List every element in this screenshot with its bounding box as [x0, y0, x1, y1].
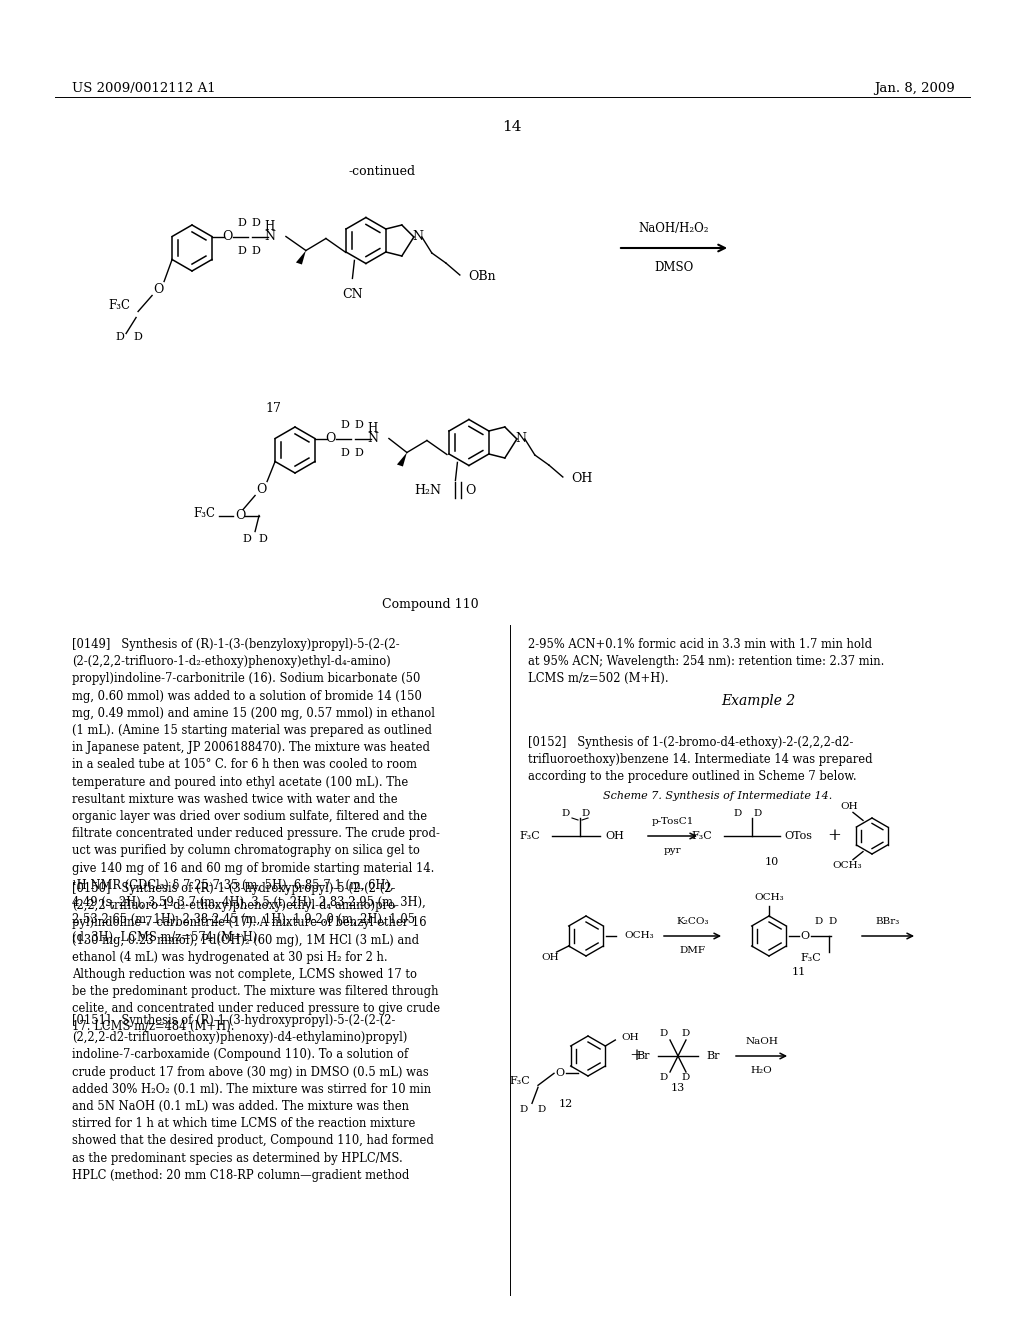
Text: D: D [734, 809, 742, 818]
Text: D: D [252, 246, 260, 256]
Text: F₃C: F₃C [109, 300, 130, 312]
Text: OH: OH [570, 473, 592, 486]
Text: DMF: DMF [680, 946, 706, 954]
Text: F₃C: F₃C [691, 832, 712, 841]
Text: H: H [368, 422, 378, 436]
Text: D: D [754, 809, 762, 818]
Text: D: D [659, 1073, 668, 1082]
Text: [0150]   Synthesis of (R)-1-(3-hydroxypropyl)-5-(2-(2-(2-
(2,2,2-trifluoro-1-d₂-: [0150] Synthesis of (R)-1-(3-hydroxyprop… [72, 882, 440, 1032]
Text: [0151]   Synthesis of (R)-1-(3-hydroxypropyl)-5-(2-(2-(2-
(2,2,2-d2-trifluoroeth: [0151] Synthesis of (R)-1-(3-hydroxyprop… [72, 1014, 434, 1181]
Text: +: + [629, 1048, 643, 1064]
Text: D: D [815, 917, 823, 927]
Text: F₃C: F₃C [194, 507, 215, 520]
Text: D: D [134, 333, 142, 342]
Text: D: D [682, 1073, 690, 1082]
Text: O: O [466, 484, 476, 496]
Text: D: D [116, 333, 125, 342]
Polygon shape [296, 251, 306, 264]
Text: F₃C: F₃C [519, 832, 540, 841]
Text: NaOH/H₂O₂: NaOH/H₂O₂ [639, 222, 710, 235]
Text: N: N [413, 231, 423, 243]
Text: O: O [223, 230, 233, 243]
Text: O: O [153, 282, 163, 296]
Text: 11: 11 [792, 968, 806, 977]
Polygon shape [397, 453, 407, 466]
Text: D: D [243, 535, 252, 544]
Text: N: N [264, 230, 275, 243]
Text: +: + [827, 828, 841, 845]
Text: Br: Br [637, 1051, 650, 1061]
Text: 14: 14 [502, 120, 522, 135]
Text: F₃C: F₃C [800, 953, 821, 964]
Text: O: O [256, 483, 266, 496]
Text: Compound 110: Compound 110 [382, 598, 478, 611]
Text: D: D [252, 218, 260, 227]
Text: OH: OH [605, 832, 624, 841]
Text: OCH₃: OCH₃ [755, 894, 783, 903]
Text: US 2009/0012112 A1: US 2009/0012112 A1 [72, 82, 216, 95]
Text: CN: CN [342, 288, 362, 301]
Text: D: D [354, 447, 364, 458]
Text: D: D [259, 535, 267, 544]
Text: Example 2: Example 2 [721, 694, 795, 708]
Text: O: O [326, 432, 336, 445]
Text: D: D [682, 1030, 690, 1039]
Text: OCH₃: OCH₃ [624, 932, 653, 940]
Text: p-TosC1: p-TosC1 [651, 817, 693, 826]
Text: D: D [341, 420, 349, 429]
Text: OH: OH [622, 1034, 639, 1043]
Text: N: N [368, 432, 379, 445]
Text: BBr₃: BBr₃ [876, 917, 900, 927]
Text: 2-95% ACN+0.1% formic acid in 3.3 min with 1.7 min hold
at 95% ACN; Wavelength: : 2-95% ACN+0.1% formic acid in 3.3 min wi… [528, 638, 885, 685]
Text: O: O [234, 510, 246, 521]
Text: D: D [341, 447, 349, 458]
Text: Br: Br [706, 1051, 720, 1061]
Text: [0149]   Synthesis of (R)-1-(3-(benzyloxy)propyl)-5-(2-(2-
(2-(2,2,2-trifluoro-1: [0149] Synthesis of (R)-1-(3-(benzyloxy)… [72, 638, 440, 944]
Text: D: D [582, 809, 590, 818]
Text: OBn: OBn [468, 271, 496, 284]
Text: D: D [238, 246, 247, 256]
Text: Jan. 8, 2009: Jan. 8, 2009 [874, 82, 955, 95]
Text: D: D [520, 1105, 528, 1114]
Text: OH: OH [840, 803, 858, 810]
Text: D: D [659, 1030, 668, 1039]
Text: K₂CO₃: K₂CO₃ [676, 917, 709, 927]
Text: OCH₃: OCH₃ [833, 861, 862, 870]
Text: OTos: OTos [784, 832, 812, 841]
Text: pyr: pyr [664, 846, 681, 855]
Text: F₃C: F₃C [509, 1076, 530, 1086]
Text: D: D [354, 420, 364, 429]
Text: N: N [515, 433, 526, 446]
Text: 13: 13 [671, 1082, 685, 1093]
Text: D: D [828, 917, 838, 927]
Text: O: O [801, 931, 810, 941]
Text: D: D [562, 809, 570, 818]
Text: H₂N: H₂N [415, 484, 441, 496]
Text: O: O [555, 1068, 564, 1078]
Text: H: H [265, 220, 275, 234]
Text: DMSO: DMSO [654, 261, 693, 275]
Text: D: D [238, 218, 247, 227]
Text: H₂O: H₂O [751, 1067, 772, 1074]
Text: 10: 10 [765, 857, 779, 867]
Text: 17: 17 [265, 401, 281, 414]
Text: 12: 12 [559, 1100, 573, 1109]
Text: NaOH: NaOH [745, 1038, 778, 1045]
Text: D: D [538, 1105, 546, 1114]
Text: [0152]   Synthesis of 1-(2-bromo-d4-ethoxy)-2-(2,2,2-d2-
trifluoroethoxy)benzene: [0152] Synthesis of 1-(2-bromo-d4-ethoxy… [528, 737, 872, 783]
Text: -continued: -continued [348, 165, 416, 178]
Text: Scheme 7. Synthesis of Intermediate 14.: Scheme 7. Synthesis of Intermediate 14. [603, 791, 833, 801]
Text: OH: OH [542, 953, 559, 962]
